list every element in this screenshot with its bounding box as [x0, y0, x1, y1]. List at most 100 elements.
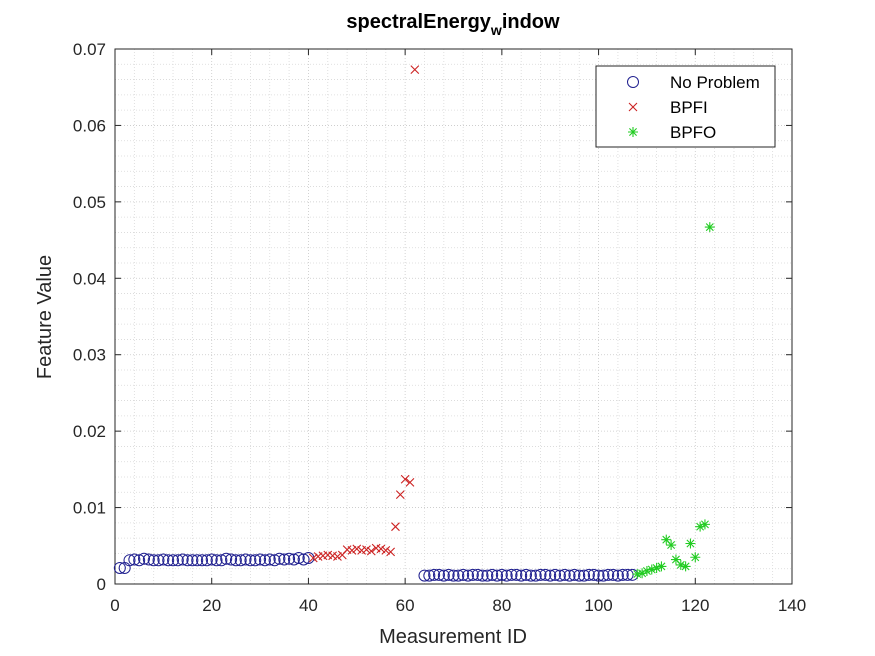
point-no-problem: [244, 554, 257, 567]
point-no-problem: [471, 568, 484, 581]
point-no-problem: [225, 553, 238, 566]
point-bpfi: [308, 553, 318, 563]
point-bpfi: [362, 545, 371, 554]
point-bpfo: [685, 538, 696, 549]
point-bpfo: [699, 519, 710, 530]
point-no-problem: [176, 553, 189, 566]
point-no-problem: [268, 554, 281, 567]
legend-label-no-problem: No Problem: [670, 73, 760, 92]
point-no-problem: [563, 569, 576, 582]
point-no-problem: [258, 554, 271, 567]
y-tick-label: 0.06: [73, 116, 106, 135]
point-no-problem: [510, 568, 523, 581]
point-no-problem: [113, 561, 126, 574]
axes-box: [114, 48, 793, 585]
plot-area: [113, 65, 715, 582]
point-no-problem: [171, 554, 184, 567]
point-no-problem: [200, 554, 213, 567]
point-no-problem: [239, 553, 252, 566]
point-no-problem: [229, 554, 242, 567]
point-no-problem: [520, 568, 533, 581]
x-tick-label: 80: [492, 596, 511, 615]
x-tick-label: 0: [110, 596, 119, 615]
point-no-problem: [191, 554, 204, 567]
point-no-problem: [578, 569, 591, 582]
point-no-problem: [558, 568, 571, 581]
point-bpfi: [386, 547, 396, 557]
point-no-problem: [428, 568, 441, 581]
point-bpfo: [632, 569, 643, 580]
y-tick-label: 0.01: [73, 499, 106, 518]
point-no-problem: [549, 568, 562, 581]
point-no-problem: [287, 553, 300, 566]
point-bpfi: [366, 546, 376, 556]
legend-marker-bpfo: [628, 127, 638, 137]
series-bpfi: [308, 65, 420, 563]
x-tick-label: 40: [299, 596, 318, 615]
axis-ticks: [114, 48, 793, 585]
x-axis-label: Measurement ID: [379, 626, 527, 648]
point-no-problem: [505, 568, 518, 581]
point-bpfo: [670, 554, 681, 565]
point-no-problem: [152, 554, 165, 567]
tick-labels: 0 20 40 60 80 100 120 140 0 0.01 0.02 0.03 0.04 0.05 0…: [73, 40, 806, 615]
point-no-problem: [283, 552, 296, 565]
point-no-problem: [515, 569, 528, 582]
point-no-problem: [597, 569, 610, 582]
point-no-problem: [418, 569, 431, 582]
point-no-problem: [273, 552, 286, 565]
y-tick-label: 0: [97, 575, 106, 594]
chart-title: spectralEnergywindow: [346, 11, 560, 38]
point-bpfo: [666, 540, 677, 551]
y-tick-label: 0.05: [73, 193, 106, 212]
point-no-problem: [157, 553, 170, 566]
point-bpfo: [656, 561, 667, 572]
legend-marker-bpfi: [628, 102, 638, 112]
legend: No Problem BPFI BPFO: [595, 65, 776, 148]
point-bpfo: [704, 222, 715, 233]
point-bpfi: [376, 544, 386, 554]
point-no-problem: [186, 554, 199, 567]
point-bpfo: [641, 566, 652, 577]
point-bpfi: [391, 522, 400, 532]
point-no-problem: [616, 568, 629, 581]
y-tick-label: 0.04: [73, 269, 106, 288]
x-tick-label: 60: [396, 596, 415, 615]
y-axis-label: Feature Value: [34, 255, 56, 379]
point-bpfo: [637, 568, 648, 579]
point-no-problem: [432, 568, 445, 581]
x-tick-label: 140: [778, 596, 806, 615]
point-no-problem: [495, 568, 508, 581]
point-bpfi: [352, 544, 362, 554]
point-no-problem: [442, 568, 455, 581]
point-no-problem: [205, 553, 218, 566]
point-bpfi: [333, 552, 342, 561]
legend-markers: [627, 76, 639, 137]
point-no-problem: [249, 554, 262, 567]
point-no-problem: [529, 569, 542, 582]
point-no-problem: [462, 569, 475, 582]
point-no-problem: [297, 553, 310, 566]
point-no-problem: [602, 568, 615, 581]
point-no-problem: [607, 568, 620, 581]
point-no-problem: [452, 569, 465, 582]
series-no-problem: [113, 552, 639, 582]
point-no-problem: [544, 569, 557, 582]
point-no-problem: [500, 569, 513, 582]
point-no-problem: [534, 568, 547, 581]
point-no-problem: [457, 568, 470, 581]
point-bpfo: [680, 561, 691, 572]
point-no-problem: [423, 569, 436, 582]
point-no-problem: [568, 568, 581, 581]
x-tick-label: 120: [681, 596, 709, 615]
point-no-problem: [167, 554, 180, 567]
point-bpfi: [405, 477, 415, 487]
point-no-problem: [133, 554, 146, 567]
point-no-problem: [147, 554, 160, 567]
x-tick-label: 100: [584, 596, 612, 615]
point-no-problem: [118, 561, 131, 574]
point-no-problem: [278, 553, 291, 566]
point-no-problem: [621, 568, 634, 581]
point-no-problem: [524, 569, 537, 582]
